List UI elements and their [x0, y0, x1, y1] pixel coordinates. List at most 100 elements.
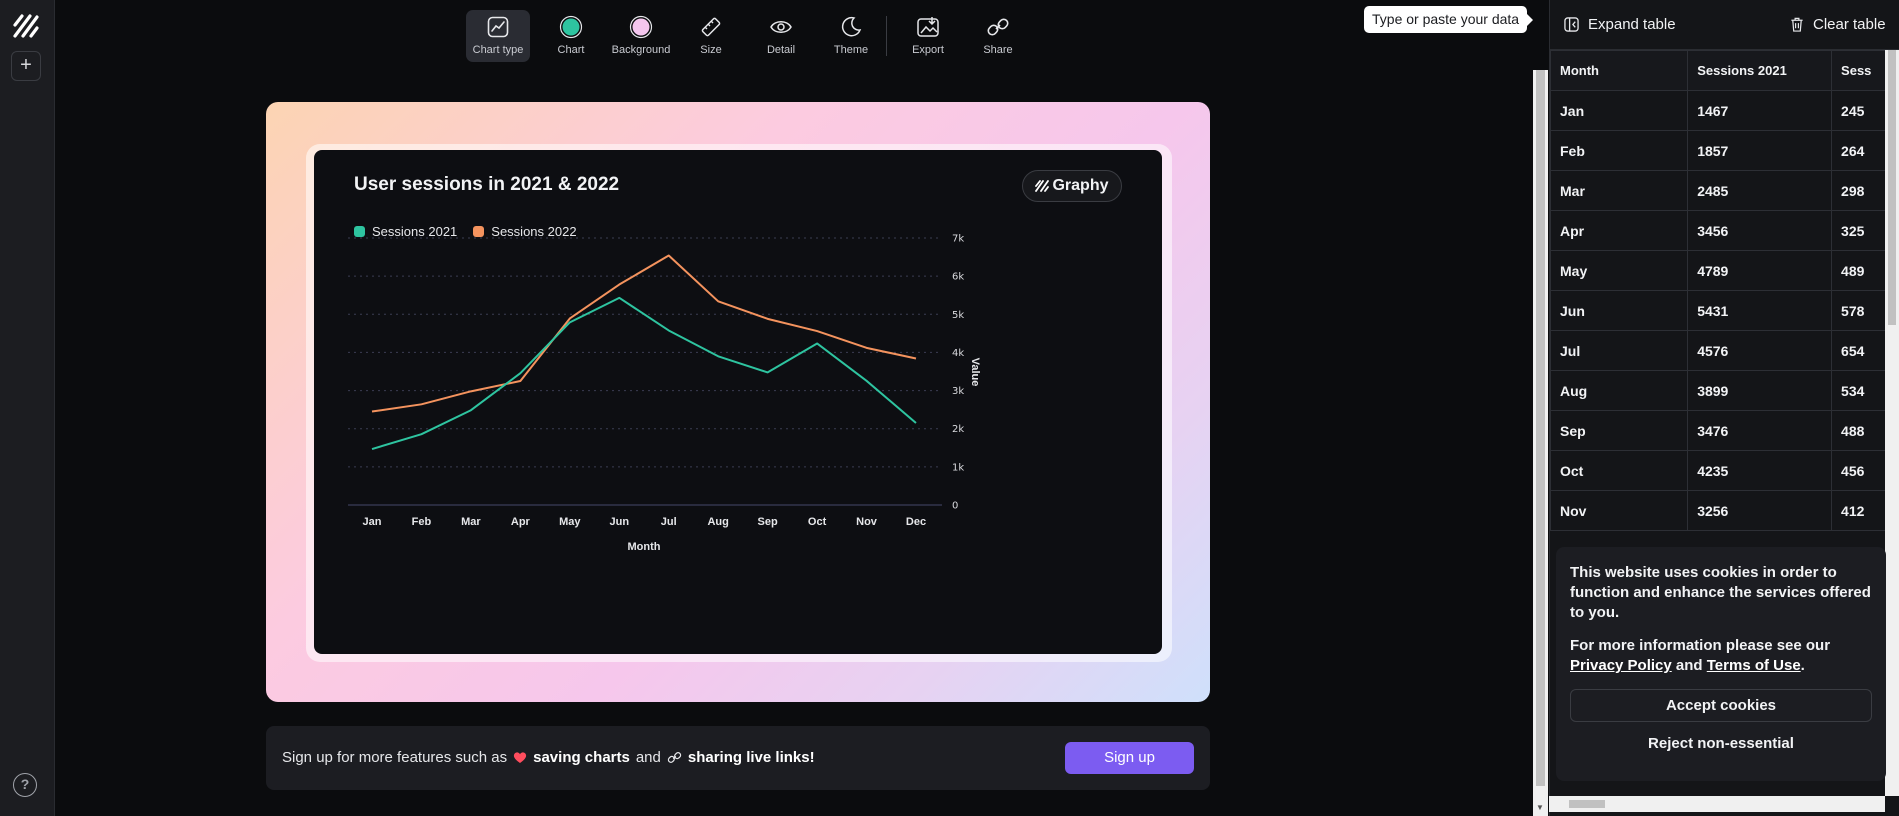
data-point[interactable]: [567, 315, 573, 321]
scrollbar-thumb[interactable]: [1569, 800, 1605, 808]
series-line-2022[interactable]: [371, 254, 917, 413]
table-cell[interactable]: 1857: [1687, 130, 1833, 171]
canvas-scrollbar[interactable]: ▼: [1533, 70, 1548, 816]
table-cell[interactable]: Jan: [1550, 90, 1689, 131]
table-header[interactable]: Sessions 2021: [1687, 50, 1833, 91]
cookie-banner: This website uses cookies in order to fu…: [1556, 547, 1886, 781]
table-cell[interactable]: 3456: [1687, 210, 1833, 251]
table-header[interactable]: Month: [1550, 50, 1689, 91]
graphy-badge[interactable]: Graphy: [1022, 170, 1122, 202]
data-point[interactable]: [765, 316, 771, 322]
table-cell[interactable]: 1467: [1687, 90, 1833, 131]
table-cell[interactable]: 3256: [1687, 490, 1833, 531]
data-point[interactable]: [517, 370, 523, 376]
table-row: Oct 4235 456: [1550, 450, 1899, 491]
data-table: Month Sessions 2021 Sess Jan 1467 245 Feb 18…: [1550, 50, 1899, 531]
table-cell[interactable]: 4789: [1687, 250, 1833, 291]
table-cell[interactable]: May: [1550, 250, 1689, 291]
clear-table-button[interactable]: Clear table: [1790, 16, 1886, 33]
chart-card[interactable]: 0 1k 2k 3k 4k 5k 6k 7k Jan Feb Mar Apr May Jun Jul Aug S…: [314, 150, 1162, 654]
y-axis-label: Value: [969, 358, 981, 387]
help-icon[interactable]: ?: [13, 773, 37, 797]
table-cell[interactable]: Jul: [1550, 330, 1689, 371]
heart-icon: [514, 752, 527, 763]
graphy-logo-icon[interactable]: [13, 14, 39, 38]
tool-chart-color[interactable]: Chart: [536, 10, 606, 62]
data-point[interactable]: [913, 356, 919, 362]
signup-text: Sign up for more features such as saving…: [282, 749, 815, 766]
y-tick-label: 2k: [952, 424, 964, 435]
table-horizontal-scrollbar[interactable]: [1549, 796, 1885, 812]
tool-theme[interactable]: Theme: [816, 10, 886, 62]
y-tick-label: 0: [952, 501, 958, 512]
data-point[interactable]: [517, 378, 523, 384]
data-point[interactable]: [666, 253, 672, 259]
table-cell[interactable]: 4576: [1687, 330, 1833, 371]
x-tick-label: Nov: [856, 516, 878, 528]
data-point[interactable]: [418, 401, 424, 407]
table-cell[interactable]: Aug: [1550, 370, 1689, 411]
data-point[interactable]: [468, 388, 474, 394]
data-point[interactable]: [715, 298, 721, 304]
tool-share[interactable]: Share: [963, 10, 1033, 62]
table-cell[interactable]: 2485: [1687, 170, 1833, 211]
data-point[interactable]: [765, 369, 771, 375]
expand-icon: [1564, 17, 1579, 32]
table-cell[interactable]: Apr: [1550, 210, 1689, 251]
tool-size[interactable]: Size: [676, 10, 746, 62]
table-row: Jul 4576 654: [1550, 330, 1899, 371]
data-point[interactable]: [913, 420, 919, 426]
legend-item-2021[interactable]: Sessions 2021: [354, 224, 457, 239]
reject-cookies-button[interactable]: Reject non-essential: [1648, 735, 1794, 752]
signup-feature-saving: saving charts: [533, 749, 630, 766]
data-point[interactable]: [468, 407, 474, 413]
x-tick-label: Apr: [511, 516, 531, 528]
table-cell[interactable]: Mar: [1550, 170, 1689, 211]
table-header-row: Month Sessions 2021 Sess: [1550, 50, 1899, 91]
cookie-info-prefix: For more information please see our: [1570, 637, 1831, 654]
tool-detail[interactable]: Detail: [746, 10, 816, 62]
terms-of-use-link[interactable]: Terms of Use: [1706, 657, 1801, 674]
tool-export[interactable]: Export: [893, 10, 963, 62]
scrollbar-thumb[interactable]: [1536, 70, 1545, 786]
table-cell[interactable]: Jun: [1550, 290, 1689, 331]
series-line-2021[interactable]: [371, 296, 917, 451]
data-point[interactable]: [814, 328, 820, 334]
data-point[interactable]: [666, 327, 672, 333]
privacy-policy-link[interactable]: Privacy Policy: [1570, 657, 1672, 674]
x-tick-label: Jan: [363, 516, 382, 528]
table-cell[interactable]: Oct: [1550, 450, 1689, 491]
table-cell[interactable]: Sep: [1550, 410, 1689, 451]
table-row: Sep 3476 488: [1550, 410, 1899, 451]
data-point[interactable]: [814, 340, 820, 346]
data-point[interactable]: [864, 378, 870, 384]
table-cell[interactable]: 5431: [1687, 290, 1833, 331]
table-vertical-scrollbar[interactable]: [1885, 50, 1899, 796]
data-point[interactable]: [369, 409, 375, 415]
table-cell[interactable]: Nov: [1550, 490, 1689, 531]
scrollbar-thumb[interactable]: [1888, 50, 1896, 325]
data-point[interactable]: [369, 446, 375, 452]
table-cell[interactable]: 3899: [1687, 370, 1833, 411]
y-tick-label: 3k: [952, 386, 964, 397]
table-cell[interactable]: 4235: [1687, 450, 1833, 491]
data-point[interactable]: [616, 282, 622, 288]
add-chart-button[interactable]: +: [11, 51, 41, 81]
tool-chart-type[interactable]: Chart type: [466, 10, 530, 62]
y-tick-label: 1k: [952, 462, 964, 473]
scroll-down-arrow-icon[interactable]: ▼: [1536, 803, 1544, 812]
table-cell[interactable]: Feb: [1550, 130, 1689, 171]
accept-cookies-button[interactable]: Accept cookies: [1570, 689, 1872, 722]
data-point[interactable]: [715, 353, 721, 359]
data-point[interactable]: [418, 431, 424, 437]
y-tick-label: 6k: [952, 272, 964, 283]
chart-title[interactable]: User sessions in 2021 & 2022: [354, 174, 620, 195]
sign-up-button[interactable]: Sign up: [1065, 742, 1194, 774]
table-cell[interactable]: 3476: [1687, 410, 1833, 451]
data-point[interactable]: [864, 345, 870, 351]
signup-banner: Sign up for more features such as saving…: [266, 726, 1210, 790]
data-point[interactable]: [616, 295, 622, 301]
tool-background[interactable]: Background: [606, 10, 676, 62]
expand-table-button[interactable]: Expand table: [1564, 16, 1676, 33]
legend-item-2022[interactable]: Sessions 2022: [473, 224, 577, 239]
